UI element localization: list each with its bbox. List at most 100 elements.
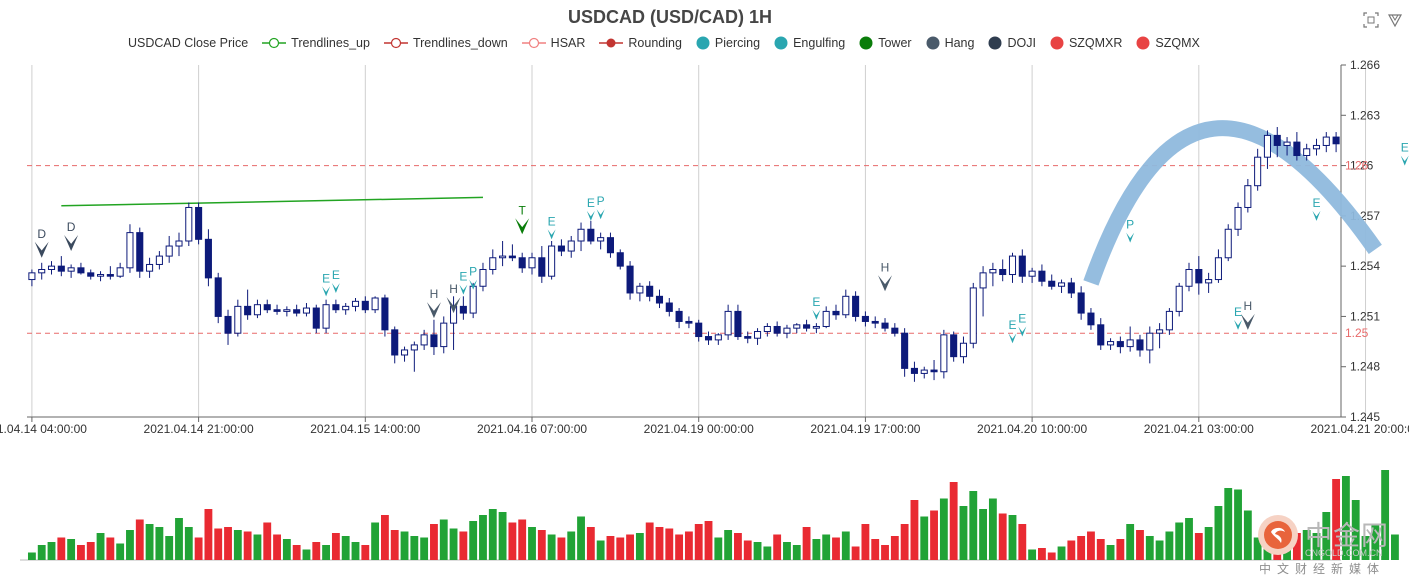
volume-bar	[1028, 549, 1037, 560]
candle-body-up	[597, 237, 605, 242]
volume-bar	[704, 521, 713, 560]
volume-bar	[204, 509, 213, 560]
legend-item-trendlines-down[interactable]: Trendlines_down	[383, 36, 508, 50]
candle	[67, 264, 75, 278]
pattern-marker-label: E	[587, 196, 595, 210]
legend-item-szqmxr[interactable]: SZQMXR	[1050, 36, 1122, 50]
candle	[146, 257, 154, 278]
volume-bar	[557, 537, 566, 560]
pattern-marker-label: E	[459, 270, 467, 284]
legend-item-piercing[interactable]: Piercing	[696, 36, 760, 50]
volume-bar	[77, 545, 85, 560]
candle-body-down	[1195, 268, 1203, 284]
candle-body-down	[204, 238, 212, 279]
hsar-label: 1.25	[1345, 326, 1369, 340]
candle	[28, 269, 36, 287]
candle	[910, 361, 918, 382]
candle	[302, 303, 311, 317]
candle	[155, 251, 163, 270]
candle-body-down	[646, 285, 654, 297]
zoom-icon[interactable]	[1363, 12, 1379, 28]
legend-item-trendlines-up[interactable]: Trendlines_up	[262, 36, 370, 50]
volume-bar	[1371, 524, 1380, 560]
volume-bar	[949, 482, 958, 560]
candle-body-up	[420, 334, 428, 346]
legend-symbol-icon	[1136, 36, 1150, 50]
volume-bar	[165, 536, 174, 560]
legend-symbol-icon	[383, 37, 408, 49]
candle-body-up	[126, 232, 134, 269]
candle-body-down	[930, 369, 938, 373]
candle	[499, 241, 507, 267]
candle	[812, 323, 820, 334]
volume-bar	[175, 518, 183, 560]
pattern-marker-label: E	[548, 214, 556, 228]
candle	[1136, 334, 1144, 357]
pattern-marker-engulfing	[1018, 326, 1027, 337]
rounding-arc	[1083, 120, 1382, 286]
candle-body-up	[1283, 141, 1291, 146]
candle-body-up	[116, 267, 124, 277]
candle	[538, 246, 546, 283]
restore-icon[interactable]	[1387, 12, 1403, 28]
pattern-marker-label: P	[1126, 218, 1134, 232]
candle	[1028, 267, 1036, 283]
volume-bar	[743, 540, 752, 560]
volume-bar	[224, 527, 232, 560]
candle	[410, 341, 418, 372]
volume-bar	[96, 533, 105, 560]
volume-bar	[331, 533, 340, 560]
candle-body-up	[1156, 329, 1164, 334]
volume-bar	[116, 543, 125, 560]
candle	[1293, 132, 1301, 161]
legend-item-hang[interactable]: Hang	[926, 36, 975, 50]
volume-bar	[969, 491, 978, 560]
volume-bar	[420, 537, 429, 560]
volume-bar	[675, 534, 684, 560]
candle	[1244, 178, 1252, 213]
candle-body-up	[1322, 136, 1330, 146]
legend-item-szqmx[interactable]: SZQMX	[1136, 36, 1200, 50]
volume-bar	[851, 546, 860, 560]
volume-bar	[1165, 531, 1174, 560]
candle	[1322, 132, 1330, 153]
hsar-label: 1.26	[1345, 159, 1369, 173]
volume-bar	[1087, 531, 1095, 560]
volume-bar	[939, 498, 948, 560]
candle	[1263, 130, 1271, 169]
legend-symbol-icon	[926, 36, 940, 50]
legend-item-usdcad-close-price[interactable]: USDCAD Close Price	[128, 36, 248, 50]
legend-label: Tower	[878, 36, 912, 50]
legend-item-tower[interactable]: Tower	[859, 36, 912, 50]
candle-body-up	[28, 272, 36, 281]
candle-body-down	[293, 309, 301, 314]
candle	[361, 296, 369, 314]
candle	[97, 271, 105, 282]
candle	[1048, 274, 1056, 290]
candle-body-down	[518, 257, 526, 269]
legend-symbol-icon	[859, 36, 873, 50]
candle	[763, 323, 771, 337]
volume-bar	[341, 536, 350, 560]
candle-body-up	[1254, 156, 1262, 187]
chart-title: USDCAD (USD/CAD) 1H	[567, 7, 772, 27]
legend-label: Hang	[944, 36, 975, 50]
volume-bar	[1096, 539, 1105, 560]
volume-bar	[586, 527, 595, 560]
legend-item-hsar[interactable]: HSAR	[521, 36, 585, 50]
candle-body-down	[587, 228, 595, 242]
candle-body-down	[626, 265, 634, 294]
candle-body-down	[881, 322, 889, 329]
legend-item-rounding[interactable]: Rounding	[599, 36, 682, 50]
candle-body-down	[685, 320, 693, 324]
volume-bar	[1302, 530, 1311, 560]
candle-body-up	[969, 287, 977, 344]
candle	[1087, 308, 1095, 330]
candle	[508, 244, 516, 262]
legend-item-engulfing[interactable]: Engulfing	[774, 36, 845, 50]
candle-body-up	[989, 268, 997, 274]
candle	[332, 299, 340, 314]
candle	[989, 262, 997, 287]
legend-item-doji[interactable]: DOJI	[988, 36, 1036, 50]
volume-bar	[783, 542, 791, 560]
